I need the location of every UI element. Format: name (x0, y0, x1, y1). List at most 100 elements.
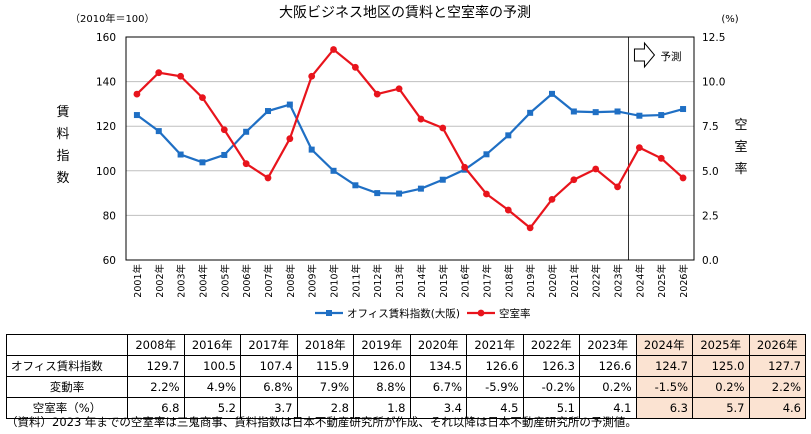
rent-point (286, 101, 293, 108)
legend-marker (477, 309, 485, 317)
data-table: 2008年 2016年 2017年 2018年 2019年 2020年 2021年 2022年… (6, 334, 806, 419)
table-corner (6, 334, 128, 356)
table-cell: 5.7 (692, 397, 750, 419)
axis-title-char: 料 (56, 127, 69, 142)
table-row: 空室率（%） 6.8 5.2 3.7 2.8 1.8 3.4 4.5 5.1 4.1 6.3 5.7 4… (6, 397, 806, 419)
series-layer (133, 46, 687, 232)
x-tick-label: 2010年 (329, 264, 341, 298)
right-tick-label: 10.0 (702, 77, 725, 89)
table-header-cell: 2023年 (579, 334, 637, 356)
table-cell: 3.4 (409, 397, 467, 419)
vacancy-point (570, 176, 578, 184)
right-axis-unit: (%) (721, 14, 738, 25)
x-tick-label: 2026年 (678, 264, 690, 298)
x-axis-ticks: 2001年 2002年 2003年 2004年 2005年 2006年 2007年 2008年… (132, 264, 690, 298)
x-tick-label: 2024年 (634, 264, 646, 298)
x-tick-label: 2001年 (132, 264, 144, 298)
rent-point (417, 185, 424, 192)
table-header-cell: 2020年 (409, 334, 467, 356)
x-tick-label: 2006年 (241, 264, 253, 298)
plot-area (125, 36, 695, 261)
x-tick-label: 2018年 (503, 264, 515, 298)
vacancy-point (526, 224, 534, 232)
left-tick-label: 140 (96, 77, 116, 89)
x-tick-label: 2005年 (219, 264, 231, 298)
x-tick-label: 2013年 (394, 264, 406, 298)
rent-point (636, 112, 643, 119)
table-body: オフィス賃料指数 129.7 100.5 107.4 115.9 126.0 134.5 12… (6, 355, 806, 419)
forecast-label: 予測 (660, 50, 681, 63)
x-tick-label: 2023年 (613, 264, 625, 298)
rent-point (527, 109, 534, 116)
x-tick-label: 2002年 (154, 264, 166, 298)
table-cell: 126.3 (522, 355, 580, 377)
table-header-cell: 2008年 (127, 334, 185, 356)
table-cell: 1.8 (353, 397, 411, 419)
table-row-label: 空室率（%） (6, 397, 128, 419)
rent-point (133, 112, 140, 119)
table-header-cell: 2017年 (240, 334, 298, 356)
series-vacancy-rate (133, 46, 687, 232)
chart-title: 大阪ビジネス地区の賃料と空室率の予測 (279, 4, 531, 21)
table-cell: 115.9 (296, 355, 354, 377)
table-cell: 129.7 (127, 355, 185, 377)
left-tick-label: 60 (103, 255, 116, 267)
vacancy-point (657, 154, 665, 162)
vacancy-point (483, 190, 490, 198)
x-tick-label: 2020年 (547, 264, 559, 298)
table-cell: 4.9% (183, 376, 241, 398)
table-cell: 4.1 (579, 397, 637, 419)
vacancy-point (504, 206, 512, 214)
axis-title-char: 室 (734, 139, 747, 155)
right-axis-title: 空室率 (734, 118, 747, 177)
vacancy-point (679, 174, 687, 182)
x-tick-label: 2022年 (591, 264, 603, 298)
rent-point (374, 190, 381, 197)
table-cell: 126.6 (466, 355, 524, 377)
x-tick-label: 2014年 (416, 264, 428, 298)
left-tick-label: 80 (103, 210, 116, 222)
x-tick-label: 2025年 (656, 264, 668, 298)
series-rent-index (133, 90, 687, 197)
rent-point (439, 176, 446, 183)
right-tick-label: 12.5 (702, 32, 725, 44)
table-header-row: 2008年 2016年 2017年 2018年 2019年 2020年 2021年 2022年… (6, 334, 806, 356)
rent-point (505, 132, 512, 139)
rent-point (549, 90, 555, 97)
vacancy-point (308, 72, 316, 80)
table-cell: -1.5% (635, 376, 693, 398)
vacancy-point (592, 165, 600, 173)
x-tick-label: 2007年 (263, 264, 275, 298)
table-cell: 124.7 (635, 355, 693, 377)
series-line (136, 47, 684, 230)
vacancy-point (635, 144, 643, 152)
left-axis-unit: （2010年＝100） (70, 12, 155, 25)
vacancy-point (548, 195, 556, 203)
vacancy-point (286, 135, 294, 143)
table-cell: 0.2% (692, 376, 750, 398)
table-header-cell: 2021年 (466, 334, 524, 356)
vacancy-point (351, 63, 359, 71)
vacancy-point (461, 163, 469, 171)
vacancy-point (199, 94, 206, 102)
axis-title-char: 賃 (56, 105, 69, 120)
rent-point (243, 128, 250, 135)
rent-point (308, 146, 315, 153)
table-cell: 6.8% (240, 376, 298, 398)
rent-point (592, 109, 599, 116)
table-row: 変動率 2.2% 4.9% 6.8% 7.9% 8.8% 6.7% -5.9% -0.2% 0.2… (6, 376, 806, 398)
x-tick-label: 2012年 (372, 264, 384, 298)
x-tick-label: 2016年 (460, 264, 472, 298)
x-tick-label: 2009年 (307, 264, 319, 298)
vacancy-point (439, 124, 447, 132)
rent-point (155, 128, 162, 135)
table-cell: 107.4 (240, 355, 298, 377)
left-tick-label: 160 (96, 32, 116, 44)
x-tick-label: 2008年 (285, 264, 297, 298)
right-tick-label: 5.0 (702, 166, 719, 178)
legend-marker (326, 310, 332, 316)
table-row-label: オフィス賃料指数 (6, 355, 128, 377)
table-cell: 100.5 (183, 355, 241, 377)
rent-point (177, 151, 184, 158)
table-header-cell: 2025年 (692, 334, 750, 356)
